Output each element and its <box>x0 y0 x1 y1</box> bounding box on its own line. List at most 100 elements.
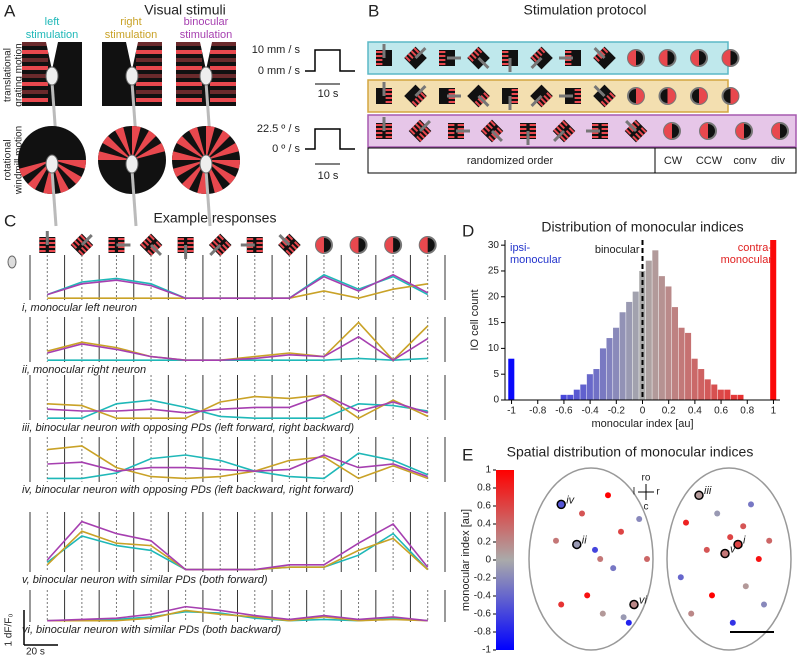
stim-stripe <box>256 246 263 248</box>
stim-stripe <box>146 237 153 244</box>
row-label: rotational <box>3 139 14 180</box>
histogram-bar <box>560 394 567 400</box>
stim-stripe <box>529 132 536 134</box>
stim-stripe <box>502 59 509 61</box>
orientation-label: r <box>656 487 660 498</box>
stim-stripe <box>385 101 392 103</box>
column-label: right <box>120 16 141 28</box>
stim-stripe <box>448 93 455 95</box>
stim-stripe <box>108 242 115 244</box>
colorbar-tick-label: 0.2 <box>477 537 491 548</box>
x-tick-label: -1 <box>507 406 516 417</box>
time-label: 10 s <box>318 88 339 100</box>
stim-stripe <box>287 234 294 241</box>
stim-stripe <box>288 246 295 253</box>
column-label: stimulation <box>180 29 233 41</box>
grating-stripe <box>136 82 162 86</box>
histogram-bar <box>691 358 698 400</box>
stim-stripe <box>448 136 455 138</box>
fish-tail <box>204 169 212 227</box>
stim-stripe <box>563 132 569 139</box>
stim-stripe <box>628 126 635 132</box>
stim-stripe <box>596 53 603 59</box>
windmill-vane <box>206 160 236 185</box>
windmill-vane <box>19 160 52 177</box>
rotation-label: CCW <box>696 155 723 167</box>
stim-stripe <box>502 63 509 65</box>
grating-stripe <box>176 42 202 46</box>
axis-label: IO cell count <box>469 289 481 350</box>
stim-stripe <box>416 135 423 142</box>
stim-stripe <box>284 237 291 244</box>
orientation-label: l <box>633 487 635 498</box>
stim-stripe <box>568 127 575 134</box>
stim-stripe <box>407 53 414 59</box>
histogram-bar <box>626 301 633 400</box>
cell-point <box>720 548 730 559</box>
stim-stripe <box>592 132 599 134</box>
cell-point <box>599 610 606 617</box>
windmill-vane <box>206 126 215 160</box>
stim-arrow <box>530 56 543 69</box>
response-trace <box>47 321 429 362</box>
cell-point <box>553 537 559 544</box>
point-label: vi <box>639 594 648 606</box>
stim-stripe <box>385 97 392 99</box>
stim-disc-half <box>636 88 644 104</box>
histogram-bar <box>711 384 718 400</box>
stim-stripe <box>404 55 411 62</box>
stim-stripe <box>601 124 608 126</box>
stim-stripe <box>493 130 500 136</box>
visual-field-mask <box>126 42 138 70</box>
stim-stripe <box>118 242 125 244</box>
point-label: ii <box>582 534 587 546</box>
rotation-label: div <box>771 155 786 167</box>
stim-stripe <box>633 120 640 127</box>
stim-stripe <box>177 246 185 248</box>
stim-stripe <box>222 244 228 250</box>
x-tick-label: -0.2 <box>608 406 626 417</box>
axis-label: monocular index [au] <box>591 418 693 430</box>
stim-stripe <box>484 126 491 132</box>
stim-stripe <box>218 234 225 241</box>
stim-stripe <box>602 47 609 54</box>
stim-stripe <box>632 135 639 142</box>
stim-stripe <box>118 250 125 252</box>
response-trace <box>47 445 428 480</box>
stim-stripe <box>502 51 509 53</box>
stim-stripe <box>152 244 159 250</box>
stim-stripe <box>209 242 216 249</box>
stim-stripe <box>187 246 194 248</box>
stim-stripe <box>473 50 480 57</box>
stim-stripe <box>86 241 93 248</box>
cell-point <box>610 565 617 572</box>
chart-title: Distribution of monocular indices <box>541 219 743 235</box>
stim-arrow <box>149 243 163 256</box>
colorbar-tick-label: -1 <box>482 645 491 656</box>
panel-letter: B <box>368 1 379 20</box>
cell-point <box>694 490 704 501</box>
time-label: 10 s <box>318 170 339 182</box>
stim-stripe <box>385 124 392 126</box>
histogram-bar <box>580 384 587 400</box>
histogram-bar <box>639 270 646 400</box>
stim-arrow <box>490 129 503 142</box>
grating-stripe <box>176 74 202 78</box>
visual-field-mask <box>46 42 58 70</box>
cell-point <box>677 574 684 581</box>
response-trace <box>47 452 429 480</box>
step-trace <box>305 128 355 150</box>
annotation: monocular <box>721 254 773 266</box>
stim-arrow <box>477 94 490 107</box>
cell-point <box>727 534 734 541</box>
panel-title: Stimulation protocol <box>524 2 647 18</box>
order-label: randomized order <box>467 155 554 167</box>
stim-stripe <box>540 97 547 104</box>
response-trace <box>47 393 429 420</box>
stim-stripe <box>502 55 509 57</box>
stim-stripe <box>592 124 599 126</box>
stim-stripe <box>533 53 540 59</box>
stim-stripe <box>256 238 263 240</box>
point-label: v <box>730 543 737 555</box>
